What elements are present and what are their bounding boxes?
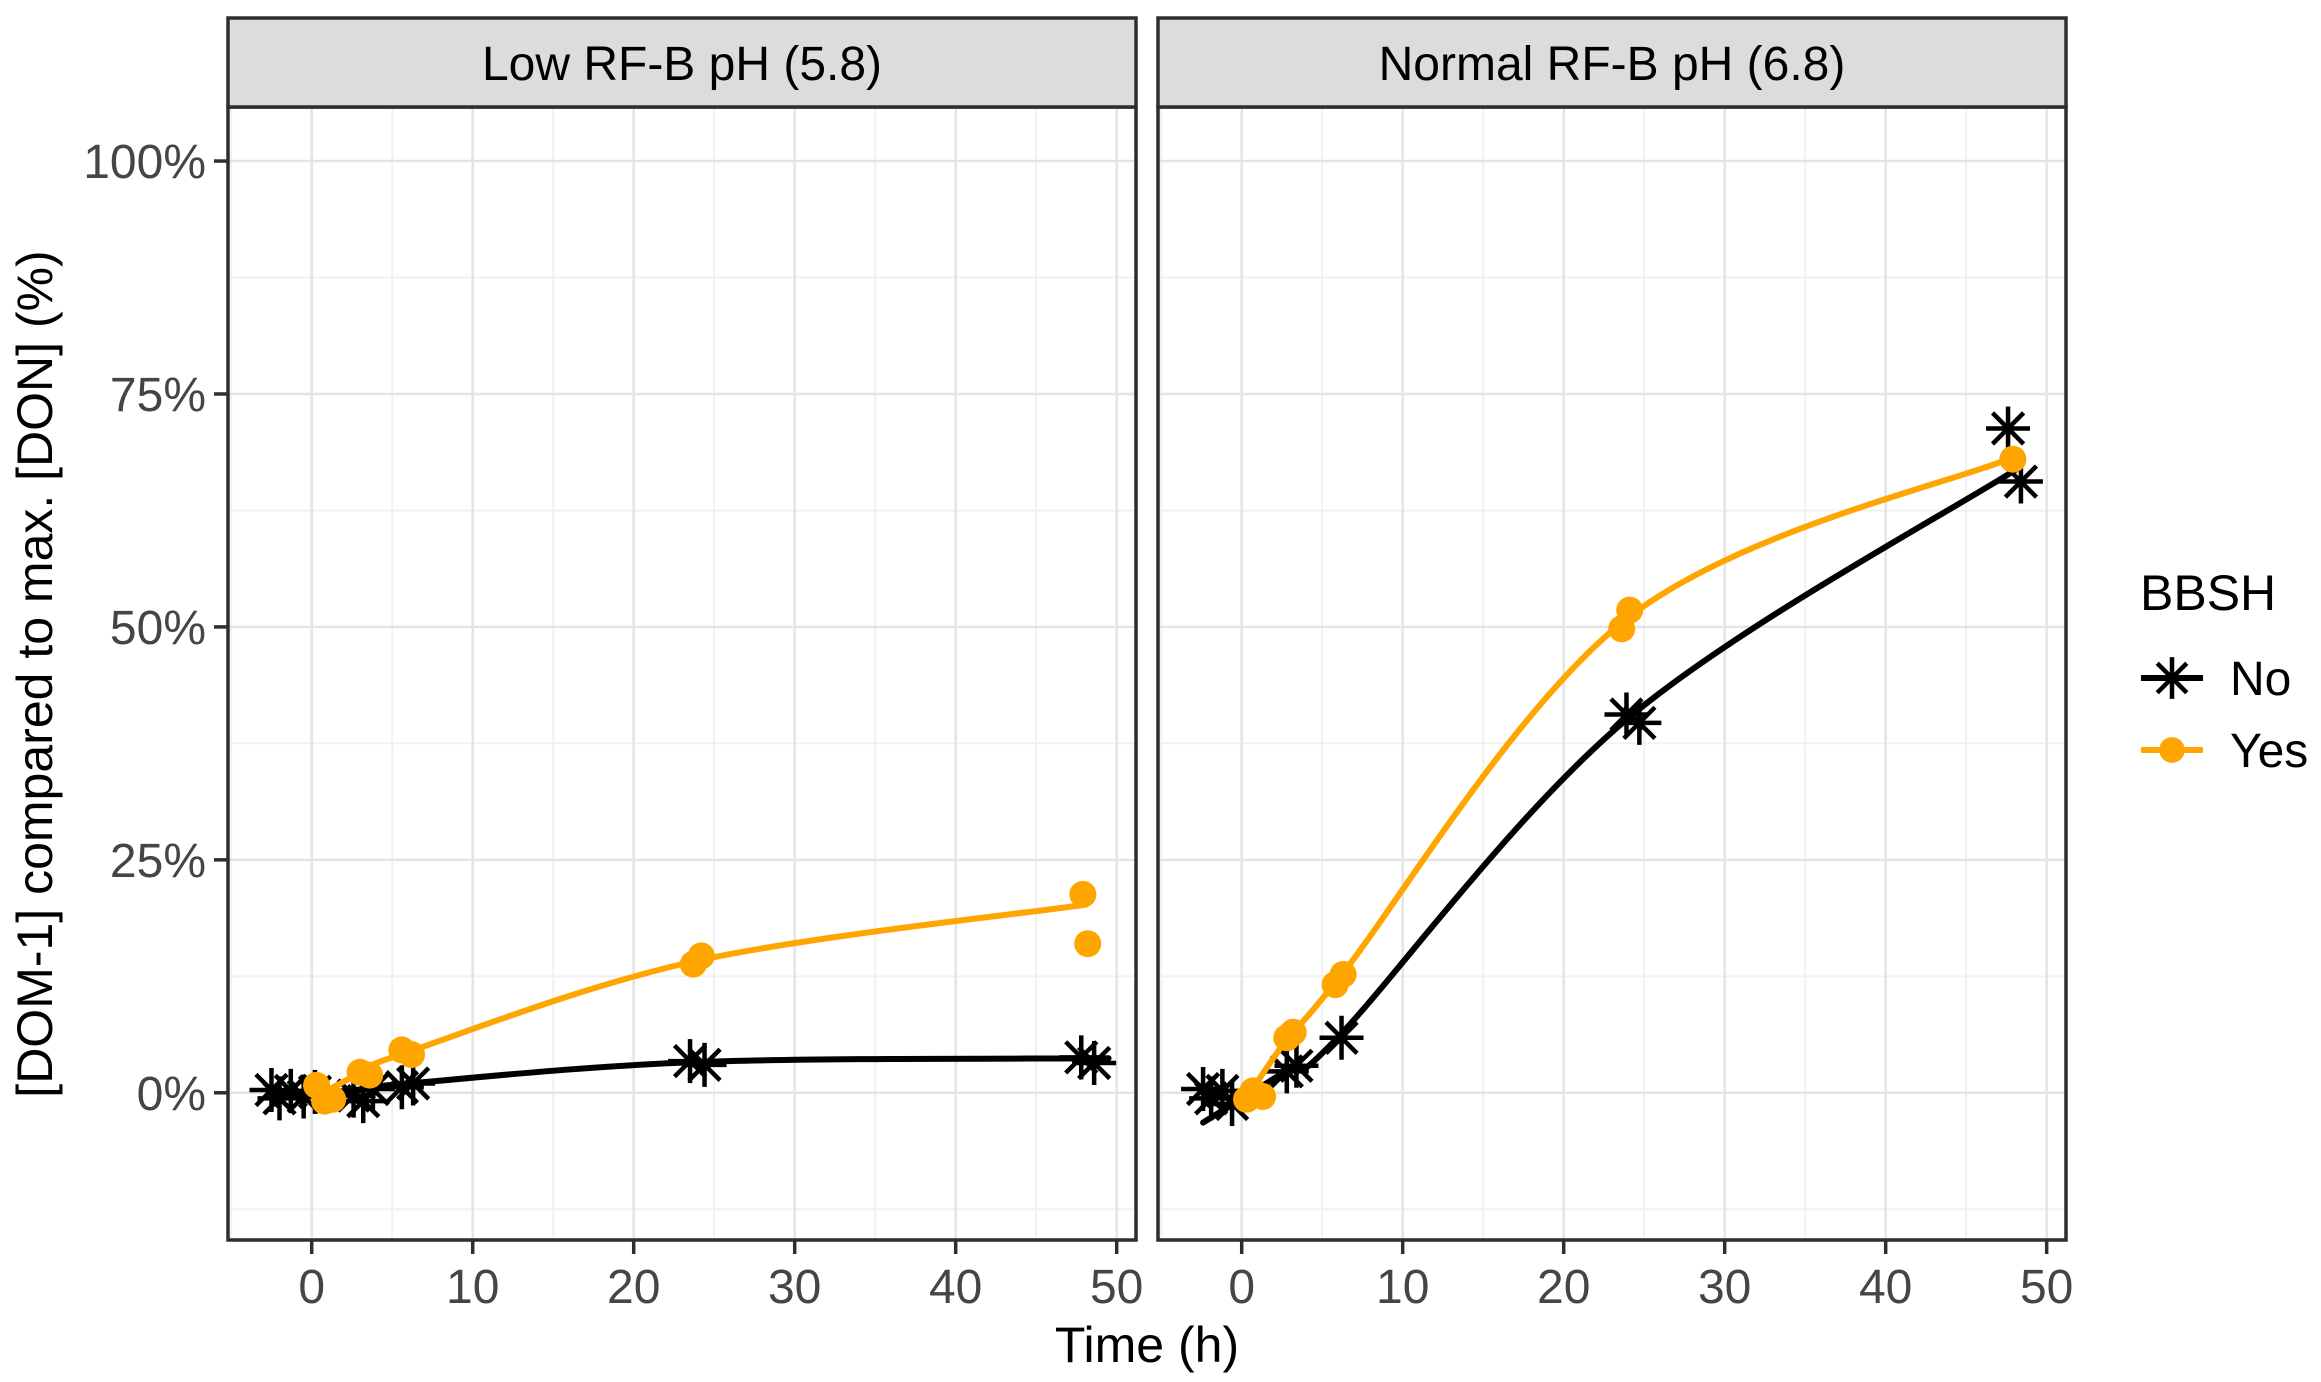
data-point-asterisk bbox=[331, 1073, 376, 1118]
data-point-asterisk bbox=[1200, 1068, 1245, 1113]
y-tick-label: 25% bbox=[110, 835, 206, 888]
x-tick-label: 50 bbox=[1090, 1261, 1143, 1314]
series-points-yes bbox=[1233, 445, 2027, 1113]
data-point-asterisk bbox=[1274, 1043, 1319, 1088]
legend: BBSH No Yes bbox=[2140, 565, 2308, 778]
data-point-asterisk bbox=[379, 1065, 424, 1110]
legend-key-yes bbox=[2141, 737, 2203, 763]
data-layer bbox=[249, 880, 1117, 1124]
legend-keys bbox=[2141, 657, 2203, 763]
series-points-yes bbox=[303, 880, 1102, 1115]
y-axis: 0% 25% 50% 75% 100% bbox=[83, 136, 228, 1121]
x-axis: 0 10 20 30 40 50 bbox=[298, 1240, 1143, 1314]
facet-strip bbox=[1156, 16, 2068, 109]
gridlines-minor bbox=[228, 107, 1136, 1240]
data-point-asterisk bbox=[1617, 700, 1662, 745]
data-point-asterisk bbox=[257, 1076, 302, 1121]
data-point-circle bbox=[2159, 737, 2185, 763]
x-tick-label: 20 bbox=[1537, 1261, 1590, 1314]
data-point-asterisk bbox=[668, 1039, 713, 1084]
data-point-asterisk bbox=[350, 1067, 395, 1112]
data-point-asterisk bbox=[682, 1042, 727, 1087]
data-point-asterisk bbox=[1604, 692, 1649, 737]
gridlines-minor bbox=[1158, 107, 2066, 1240]
data-point-circle bbox=[398, 1041, 426, 1069]
facet-panel-0: 0 10 20 30 40 50 0% 25% 50% 75% 100% bbox=[83, 16, 1143, 1314]
data-point-asterisk bbox=[1998, 459, 2043, 504]
data-point-circle bbox=[1249, 1083, 1277, 1111]
data-point-circle bbox=[1329, 960, 1357, 988]
facet-panel-1: 0 10 20 30 40 50 bbox=[1156, 16, 2073, 1314]
data-point-asterisk bbox=[1059, 1035, 1104, 1080]
x-tick-label: 30 bbox=[768, 1261, 821, 1314]
data-point-circle bbox=[356, 1061, 384, 1089]
x-tick-label: 0 bbox=[1228, 1261, 1255, 1314]
data-point-asterisk bbox=[1986, 406, 2031, 451]
y-tick-label: 0% bbox=[137, 1068, 206, 1121]
x-tick-label: 40 bbox=[929, 1261, 982, 1314]
y-tick-label: 50% bbox=[110, 602, 206, 655]
x-axis: 0 10 20 30 40 50 bbox=[1228, 1240, 2073, 1314]
data-point-circle bbox=[1616, 596, 1644, 624]
data-point-asterisk bbox=[1264, 1049, 1309, 1094]
y-tick-label: 100% bbox=[83, 136, 206, 189]
series-points-no bbox=[249, 1035, 1117, 1124]
data-point-asterisk bbox=[1189, 1076, 1234, 1121]
y-axis-title: [DOM-1] compared to max. [DON] (%) bbox=[7, 250, 63, 1097]
facet-strip-label-left: Low RF-B pH (5.8) bbox=[482, 38, 882, 91]
data-layer bbox=[1181, 406, 2043, 1126]
x-tick-label: 0 bbox=[298, 1261, 325, 1314]
x-tick-label: 20 bbox=[607, 1261, 660, 1314]
data-point-asterisk bbox=[2151, 657, 2193, 699]
data-point-circle bbox=[319, 1085, 347, 1113]
legend-key-no bbox=[2141, 657, 2203, 699]
y-tick-label: 75% bbox=[110, 369, 206, 422]
x-tick-label: 50 bbox=[2020, 1261, 2073, 1314]
facet-strip-label-right: Normal RF-B pH (6.8) bbox=[1379, 38, 1846, 91]
data-point-circle bbox=[1999, 445, 2027, 473]
x-tick-label: 10 bbox=[1376, 1261, 1429, 1314]
facet-strip bbox=[226, 16, 1138, 109]
legend-title: BBSH bbox=[2140, 565, 2276, 621]
data-point-circle bbox=[1279, 1018, 1307, 1046]
x-tick-label: 10 bbox=[446, 1261, 499, 1314]
data-point-asterisk bbox=[281, 1074, 326, 1119]
x-axis-title: Time (h) bbox=[1055, 1317, 1239, 1373]
data-point-circle bbox=[687, 942, 715, 970]
legend-label-no: No bbox=[2230, 653, 2291, 706]
data-point-circle bbox=[1074, 930, 1102, 958]
data-point-asterisk bbox=[268, 1068, 313, 1113]
data-point-asterisk bbox=[1210, 1081, 1255, 1126]
x-tick-label: 40 bbox=[1859, 1261, 1912, 1314]
legend-label-yes: Yes bbox=[2230, 725, 2308, 778]
x-tick-label: 30 bbox=[1698, 1261, 1751, 1314]
data-point-asterisk bbox=[1072, 1040, 1117, 1085]
chart-root: 0 10 20 30 40 50 0% 25% 50% 75% 100% 0 10 20 30 40 50 bbox=[83, 16, 2073, 1314]
data-point-asterisk bbox=[1319, 1015, 1364, 1060]
series-points-no bbox=[1181, 406, 2043, 1126]
data-point-circle bbox=[1069, 880, 1097, 908]
data-point-asterisk bbox=[391, 1061, 436, 1106]
